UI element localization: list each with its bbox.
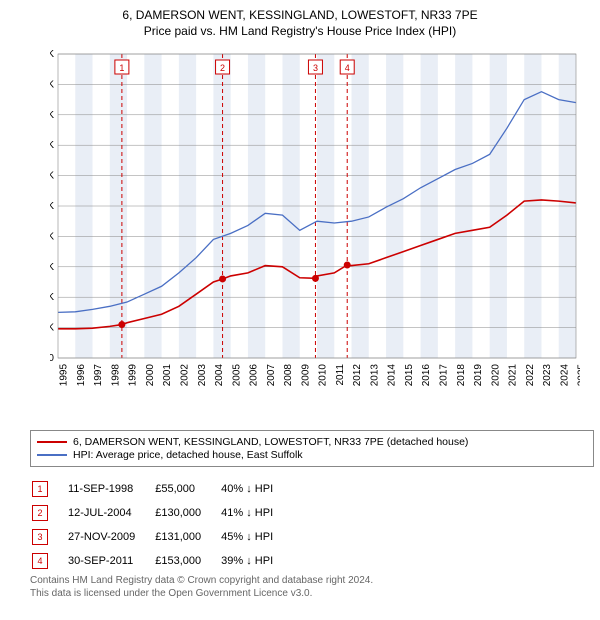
chart-subtitle: Price paid vs. HM Land Registry's House … bbox=[0, 24, 600, 38]
y-tick-label: £500K bbox=[50, 50, 54, 60]
y-tick-label: £50K bbox=[50, 323, 54, 334]
x-tick-label: 2014 bbox=[387, 364, 398, 387]
x-tick-label: 2017 bbox=[439, 364, 450, 387]
sale-date: 11-SEP-1998 bbox=[68, 478, 153, 500]
x-tick-label: 2021 bbox=[508, 364, 519, 387]
x-tick-label: 2012 bbox=[352, 364, 363, 387]
sale-price: £131,000 bbox=[155, 526, 219, 548]
x-tick-label: 2013 bbox=[369, 364, 380, 387]
x-tick-label: 2022 bbox=[525, 364, 536, 387]
x-tick-label: 2003 bbox=[197, 364, 208, 387]
y-tick-label: £450K bbox=[50, 79, 54, 90]
sale-marker-number: 4 bbox=[345, 63, 350, 73]
x-tick-label: 2020 bbox=[490, 364, 501, 387]
sale-marker-number: 2 bbox=[220, 63, 225, 73]
sales-row: 4 30-SEP-2011£153,00039% ↓ HPI bbox=[32, 550, 291, 572]
y-tick-label: £300K bbox=[50, 171, 54, 182]
sale-diff: 39% ↓ HPI bbox=[221, 550, 291, 572]
x-tick-label: 2004 bbox=[214, 364, 225, 387]
x-tick-label: 2001 bbox=[162, 364, 173, 387]
y-tick-label: £100K bbox=[50, 292, 54, 303]
x-tick-label: 2018 bbox=[456, 364, 467, 387]
legend-swatch-hpi bbox=[37, 454, 67, 456]
x-tick-label: 2002 bbox=[180, 364, 191, 387]
legend-row-property: 6, DAMERSON WENT, KESSINGLAND, LOWESTOFT… bbox=[37, 436, 587, 448]
x-tick-label: 1999 bbox=[128, 364, 139, 387]
y-tick-label: £250K bbox=[50, 201, 54, 212]
y-tick-label: £200K bbox=[50, 231, 54, 242]
y-tick-label: £150K bbox=[50, 262, 54, 273]
sale-price: £130,000 bbox=[155, 502, 219, 524]
x-tick-label: 2011 bbox=[335, 364, 346, 386]
sale-diff: 45% ↓ HPI bbox=[221, 526, 291, 548]
x-tick-label: 2006 bbox=[249, 364, 260, 387]
x-tick-label: 2010 bbox=[318, 364, 329, 387]
x-tick-label: 1998 bbox=[110, 364, 121, 387]
sale-index-box: 4 bbox=[32, 553, 48, 569]
price-chart: £0 £50K £100K £150K £200K £250K £300K £350K £400… bbox=[50, 50, 580, 400]
x-tick-label: 1995 bbox=[59, 364, 70, 387]
sale-date: 12-JUL-2004 bbox=[68, 502, 153, 524]
sales-row: 2 12-JUL-2004£130,00041% ↓ HPI bbox=[32, 502, 291, 524]
sale-index-box: 2 bbox=[32, 505, 48, 521]
sale-index-box: 1 bbox=[32, 481, 48, 497]
x-tick-label: 2016 bbox=[421, 364, 432, 387]
x-tick-label: 1996 bbox=[76, 364, 87, 387]
sale-marker-number: 3 bbox=[313, 63, 318, 73]
x-tick-label: 2025 bbox=[577, 364, 580, 387]
legend-row-hpi: HPI: Average price, detached house, East… bbox=[37, 449, 587, 461]
sales-table: 1 11-SEP-1998£55,00040% ↓ HPI 2 12-JUL-2004… bbox=[30, 476, 293, 574]
sale-diff: 40% ↓ HPI bbox=[221, 478, 291, 500]
sales-row: 1 11-SEP-1998£55,00040% ↓ HPI bbox=[32, 478, 291, 500]
x-tick-label: 2024 bbox=[559, 364, 570, 387]
page: 6, DAMERSON WENT, KESSINGLAND, LOWESTOFT… bbox=[0, 0, 600, 620]
footer: Contains HM Land Registry data © Crown c… bbox=[30, 574, 373, 600]
y-tick-label: £400K bbox=[50, 110, 54, 121]
sale-marker-number: 1 bbox=[119, 63, 124, 73]
sale-index-box: 3 bbox=[32, 529, 48, 545]
sales-row: 3 27-NOV-2009£131,00045% ↓ HPI bbox=[32, 526, 291, 548]
legend-swatch-property bbox=[37, 441, 67, 443]
sale-price: £55,000 bbox=[155, 478, 219, 500]
legend-label-hpi: HPI: Average price, detached house, East… bbox=[73, 449, 303, 461]
y-tick-label: £350K bbox=[50, 140, 54, 151]
x-tick-label: 2000 bbox=[145, 364, 156, 387]
footer-line2: This data is licensed under the Open Gov… bbox=[30, 587, 373, 600]
x-tick-label: 1997 bbox=[93, 364, 104, 387]
sale-date: 30-SEP-2011 bbox=[68, 550, 153, 572]
title-block: 6, DAMERSON WENT, KESSINGLAND, LOWESTOFT… bbox=[0, 0, 600, 38]
sale-price: £153,000 bbox=[155, 550, 219, 572]
y-tick-label: £0 bbox=[50, 353, 54, 364]
sale-date: 27-NOV-2009 bbox=[68, 526, 153, 548]
x-tick-label: 2007 bbox=[266, 364, 277, 387]
sale-diff: 41% ↓ HPI bbox=[221, 502, 291, 524]
x-tick-label: 2015 bbox=[404, 364, 415, 387]
footer-line1: Contains HM Land Registry data © Crown c… bbox=[30, 574, 373, 587]
x-tick-label: 2019 bbox=[473, 364, 484, 387]
x-tick-label: 2008 bbox=[283, 364, 294, 387]
x-tick-label: 2023 bbox=[542, 364, 553, 387]
chart-title-address: 6, DAMERSON WENT, KESSINGLAND, LOWESTOFT… bbox=[0, 8, 600, 22]
x-tick-label: 2009 bbox=[300, 364, 311, 387]
legend-label-property: 6, DAMERSON WENT, KESSINGLAND, LOWESTOFT… bbox=[73, 436, 468, 448]
x-tick-label: 2005 bbox=[231, 364, 242, 387]
legend: 6, DAMERSON WENT, KESSINGLAND, LOWESTOFT… bbox=[30, 430, 594, 467]
